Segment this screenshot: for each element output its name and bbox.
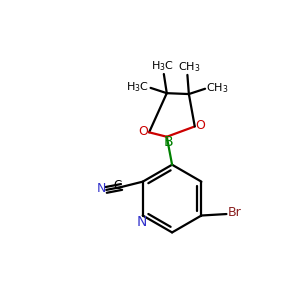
Text: Br: Br bbox=[228, 206, 242, 219]
Text: N: N bbox=[136, 215, 147, 229]
Text: H$_3$C: H$_3$C bbox=[151, 59, 174, 73]
Text: O: O bbox=[138, 125, 148, 138]
Text: C: C bbox=[113, 179, 122, 192]
Text: CH$_3$: CH$_3$ bbox=[178, 60, 200, 74]
Text: CH$_3$: CH$_3$ bbox=[206, 81, 229, 95]
Text: O: O bbox=[195, 119, 205, 132]
Text: N: N bbox=[96, 182, 106, 195]
Text: B: B bbox=[163, 135, 173, 149]
Text: H$_3$C: H$_3$C bbox=[126, 80, 149, 94]
